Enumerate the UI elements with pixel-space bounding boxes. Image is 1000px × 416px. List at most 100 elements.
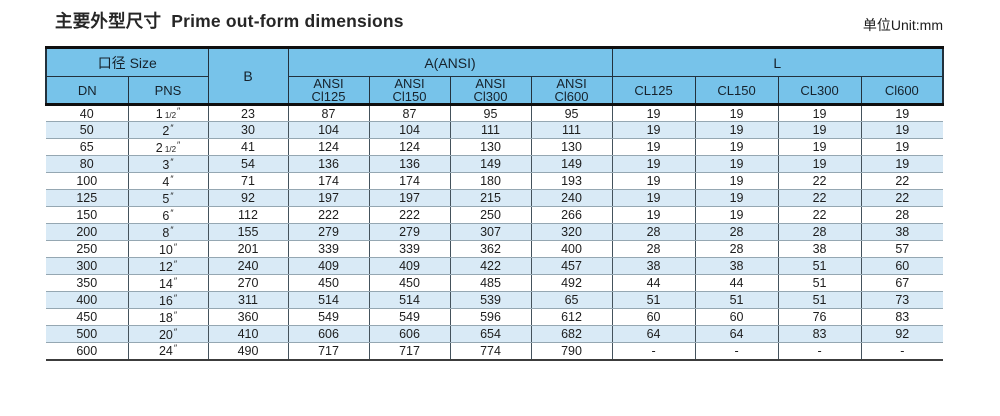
cell-dn: 50 [46, 121, 129, 139]
header-l-group: L [611, 47, 945, 77]
cell-l-cl600: 19 [861, 138, 944, 156]
inch-mark: ″ [177, 139, 181, 150]
cell-ansi-cl300: 485 [450, 274, 532, 292]
table-row: 450 18″ 360 549 549 596 612 60 60 76 83 [46, 308, 944, 326]
cell-l-cl150: 44 [695, 274, 779, 292]
inch-mark: ″ [173, 241, 178, 252]
cell-dn: 450 [46, 308, 129, 326]
cell-b: 30 [208, 121, 289, 139]
unit-label: 单位Unit:mm [862, 17, 943, 33]
cell-l-cl300: 83 [778, 325, 862, 343]
cell-ansi-cl600: 790 [531, 342, 613, 361]
table-header: 口径 Size B A(ANSI) L DN PNS ANSI Cl125 ANS… [45, 47, 945, 106]
cell-l-cl600: 83 [861, 308, 944, 326]
cell-pns: 8″ [128, 223, 209, 241]
cell-b: 240 [208, 257, 289, 275]
cell-pns: 1 1/2″ [128, 104, 209, 122]
cell-l-cl600: 60 [861, 257, 944, 275]
cell-l-cl300: 51 [778, 291, 862, 309]
header-ansi-cl600-line2: Cl600 [554, 89, 589, 104]
inch-mark: ″ [173, 343, 178, 354]
cell-l-cl125: 38 [612, 257, 696, 275]
cell-ansi-cl150: 339 [369, 240, 451, 258]
cell-pns: 16″ [128, 291, 209, 309]
cell-ansi-cl150: 87 [369, 104, 451, 122]
cell-ansi-cl300: 539 [450, 291, 532, 309]
cell-b: 360 [208, 308, 289, 326]
cell-l-cl300: 28 [778, 223, 862, 241]
inch-mark: ″ [177, 106, 181, 116]
cell-pns: 5″ [128, 189, 209, 207]
inch-mark: ″ [170, 207, 174, 218]
cell-ansi-cl600: 111 [531, 121, 613, 139]
table-row: 65 2 1/2″ 41 124 124 130 130 19 19 19 19 [46, 138, 944, 156]
cell-ansi-cl600: 130 [531, 138, 613, 156]
page-title-en: Prime out-form dimensions [171, 11, 404, 31]
cell-ansi-cl125: 197 [288, 189, 370, 207]
dimensions-table: 口径 Size B A(ANSI) L DN PNS ANSI Cl125 ANS… [45, 46, 945, 361]
cell-ansi-cl125: 514 [288, 291, 370, 309]
cell-l-cl125: 19 [612, 138, 696, 156]
cell-dn: 400 [46, 291, 129, 309]
header-ansi-cl600-line1: ANSI [556, 76, 587, 91]
cell-pns: 10″ [128, 240, 209, 258]
inch-mark: ″ [173, 292, 178, 303]
header-l-cl125: CL125 [611, 76, 696, 106]
inch-mark: ″ [170, 224, 174, 235]
header-ansi-cl125-line1: ANSI [313, 76, 344, 91]
inch-mark: ″ [173, 275, 178, 286]
cell-ansi-cl600: 612 [531, 308, 613, 326]
cell-ansi-cl600: 682 [531, 325, 613, 343]
cell-dn: 300 [46, 257, 129, 275]
cell-l-cl600: 92 [861, 325, 944, 343]
cell-l-cl125: 19 [612, 155, 696, 173]
cell-l-cl600: 28 [861, 206, 944, 224]
cell-ansi-cl150: 279 [369, 223, 451, 241]
cell-l-cl300: - [778, 342, 862, 361]
cell-l-cl125: 44 [612, 274, 696, 292]
cell-l-cl150: 19 [695, 155, 779, 173]
inch-mark: ″ [170, 173, 174, 184]
cell-l-cl600: 38 [861, 223, 944, 241]
cell-l-cl150: 64 [695, 325, 779, 343]
cell-l-cl150: 19 [695, 206, 779, 224]
cell-ansi-cl300: 362 [450, 240, 532, 258]
cell-b: 155 [208, 223, 289, 241]
table-row: 600 24″ 490 717 717 774 790- - - - [46, 342, 944, 361]
cell-pns: 4″ [128, 172, 209, 190]
cell-l-cl150: 19 [695, 104, 779, 122]
cell-l-cl600: 73 [861, 291, 944, 309]
cell-ansi-cl150: 197 [369, 189, 451, 207]
cell-l-cl600: 19 [861, 121, 944, 139]
cell-l-cl600: 67 [861, 274, 944, 292]
cell-ansi-cl125: 279 [288, 223, 370, 241]
cell-b: 41 [208, 138, 289, 156]
cell-l-cl600: 22 [861, 189, 944, 207]
cell-ansi-cl600: 400 [531, 240, 613, 258]
header-group-row: 口径 Size B A(ANSI) L [45, 47, 945, 106]
header-ansi-cl150-line1: ANSI [394, 76, 425, 91]
inch-mark: ″ [173, 309, 178, 320]
cell-b: 23 [208, 104, 289, 122]
cell-dn: 100 [46, 172, 129, 190]
cell-ansi-cl125: 549 [288, 308, 370, 326]
cell-ansi-cl150: 222 [369, 206, 451, 224]
header-a-group: A(ANSI) [287, 47, 613, 77]
table-row: 350 14″ 270 450 450 485 492 44 44 51 67 [46, 274, 944, 292]
cell-dn: 600 [46, 342, 129, 361]
header-b: B [207, 47, 289, 106]
cell-l-cl125: 19 [612, 189, 696, 207]
cell-ansi-cl300: 149 [450, 155, 532, 173]
header-l-cl600: Cl600 [860, 76, 945, 106]
cell-ansi-cl150: 104 [369, 121, 451, 139]
cell-l-cl150: 51 [695, 291, 779, 309]
cell-pns: 3″ [128, 155, 209, 173]
table-row: 150 6″ 112 222 222 250 266 19 19 22 28 [46, 206, 944, 224]
cell-l-cl300: 19 [778, 104, 862, 122]
inch-mark: ″ [170, 156, 174, 167]
cell-b: 54 [208, 155, 289, 173]
cell-l-cl125: - [612, 342, 696, 361]
cell-dn: 150 [46, 206, 129, 224]
cell-ansi-cl125: 222 [288, 206, 370, 224]
